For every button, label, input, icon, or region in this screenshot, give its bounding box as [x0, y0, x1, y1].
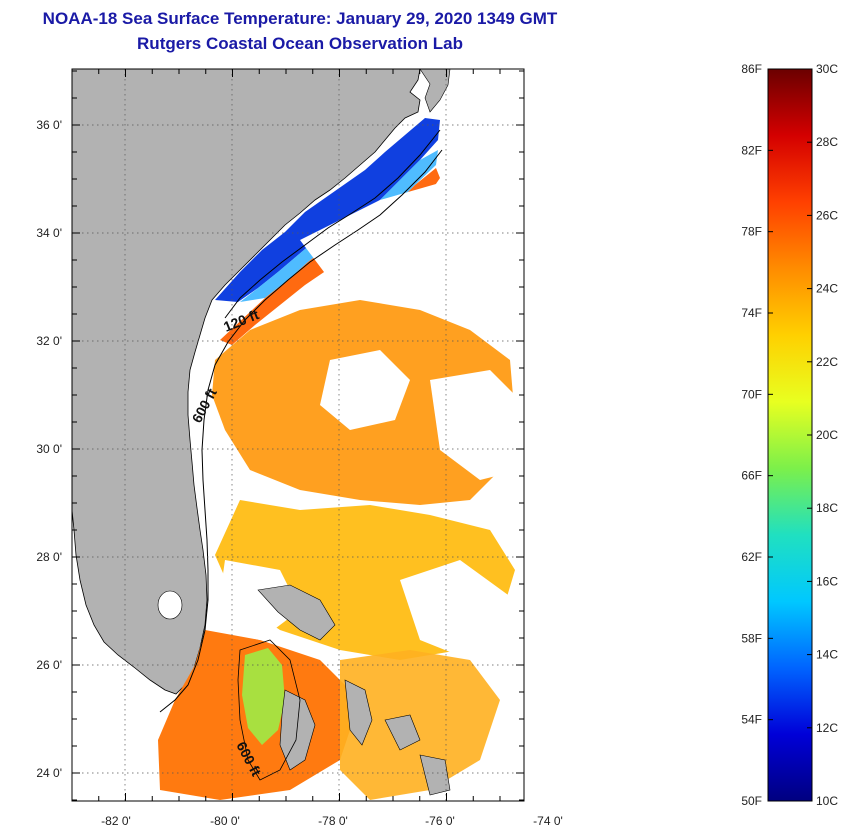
bahamas-andros: [279, 689, 316, 771]
colorbar-c-label: 12C: [816, 721, 838, 735]
contour-bank: [237, 639, 301, 781]
lat-label: 26 0': [36, 658, 62, 672]
bahama-bank-water: [242, 648, 285, 745]
lat-label: 34 0': [36, 226, 62, 240]
lat-label: 30 0': [36, 442, 62, 456]
lon-label: -80 0': [210, 814, 240, 828]
axis-ticks: [72, 69, 524, 801]
cloud-cover-d: [400, 560, 520, 660]
colorbar-c-label: 24C: [816, 282, 838, 296]
colorbar-c-label: 16C: [816, 574, 838, 588]
lon-label: -74 0': [533, 814, 563, 828]
colorbar-ticks: [768, 68, 812, 802]
colorbar-c-label: 28C: [816, 135, 838, 149]
lat-label: 32 0': [36, 334, 62, 348]
colorbar-c-label: 18C: [816, 501, 838, 515]
lake-okeechobee: [157, 590, 183, 620]
colorbar-f-label: 82F: [741, 143, 762, 157]
colorbar-f-label: 50F: [741, 794, 762, 808]
gulf-stream-patch-d: [340, 650, 500, 800]
colorbar-scale: [767, 68, 813, 802]
bahamas-cat-island: [419, 754, 451, 796]
lat-label: 28 0': [36, 550, 62, 564]
bahamas-eleuthera: [344, 679, 373, 746]
colorbar-f-label: 54F: [741, 713, 762, 727]
cold-shelf-water: [215, 118, 440, 302]
colorbar-c-label: 10C: [816, 794, 838, 808]
colorbar-f-label: 78F: [741, 225, 762, 239]
lon-label: -82 0': [101, 814, 131, 828]
cloud-cover-e: [300, 180, 520, 300]
lat-label: 24 0': [36, 766, 62, 780]
colorbar-f-label: 66F: [741, 469, 762, 483]
colorbar-f-label: 58F: [741, 631, 762, 645]
bahamas-exuma: [384, 714, 421, 751]
lat-label: 36 0': [36, 118, 62, 132]
colorbar-c-label: 14C: [816, 648, 838, 662]
colorbar-f-label: 86F: [741, 62, 762, 76]
colorbar-fahrenheit-labels: 86F 82F 78F 74F 70F 66F 62F 58F 54F 50F: [741, 62, 762, 808]
colorbar-f-label: 62F: [741, 550, 762, 564]
cloud-cover-b: [430, 370, 520, 480]
colorbar-f-label: 74F: [741, 306, 762, 320]
map-border: [71, 68, 525, 802]
lon-label: -78 0': [318, 814, 348, 828]
outer-banks: [419, 69, 451, 113]
colorbar-celsius-labels: 30C 28C 26C 24C 22C 20C 18C 16C 14C 12C 10C: [816, 62, 838, 808]
bahamas-grand-bahama: [257, 584, 336, 641]
land-us-southeast: [72, 69, 421, 695]
colorbar-f-label: 70F: [741, 387, 762, 401]
colorbar-c-label: 20C: [816, 428, 838, 442]
colorbar-c-label: 30C: [816, 62, 838, 76]
cloud-cover-c: [215, 560, 300, 640]
map-title: NOAA-18 Sea Surface Temperature: January…: [42, 9, 558, 28]
contour-120ft: [224, 129, 441, 319]
map-subtitle: Rutgers Coastal Ocean Observation Lab: [137, 34, 463, 53]
contour-600ft: [159, 149, 443, 713]
colorbar-c-label: 26C: [816, 208, 838, 222]
colorbar-c-label: 22C: [816, 355, 838, 369]
cloud-cover-a: [320, 350, 410, 430]
lon-label: -76 0': [425, 814, 455, 828]
graticule: [72, 69, 524, 801]
